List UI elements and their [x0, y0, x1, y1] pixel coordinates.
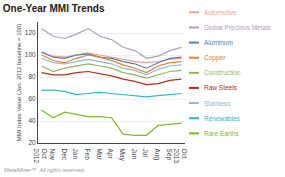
svg-text:Apr: Apr — [106, 149, 114, 160]
svg-text:Mar: Mar — [96, 149, 103, 161]
svg-text:Dec: Dec — [61, 149, 68, 161]
svg-text:20: 20 — [28, 139, 36, 146]
svg-text:100: 100 — [25, 51, 36, 58]
svg-text:Stainless: Stainless — [204, 100, 231, 107]
svg-text:Construction: Construction — [204, 69, 241, 76]
svg-text:Rare Earths: Rare Earths — [204, 130, 239, 137]
svg-text:Copper: Copper — [204, 54, 226, 62]
svg-text:Aug: Aug — [153, 149, 161, 161]
svg-text:Feb: Feb — [84, 149, 91, 161]
svg-text:Automotive: Automotive — [204, 9, 237, 16]
svg-text:Nov: Nov — [49, 149, 56, 161]
svg-text:Oct2012: Oct2012 — [33, 149, 48, 164]
svg-text:May: May — [118, 149, 126, 162]
svg-text:Jul: Jul — [142, 149, 149, 158]
svg-text:MMI Index Value (Jan. 2012 bas: MMI Index Value (Jan. 2012 baseline = 10… — [16, 24, 22, 141]
svg-text:Global Precious Metals: Global Precious Metals — [204, 24, 272, 31]
svg-text:Jan: Jan — [72, 149, 79, 160]
svg-text:60: 60 — [28, 95, 36, 102]
svg-text:40: 40 — [28, 117, 36, 124]
svg-text:MetalMiner™. All rights reserv: MetalMiner™. All rights reserved. — [4, 167, 85, 173]
svg-text:Oct2013: Oct2013 — [173, 149, 188, 164]
svg-text:Jun: Jun — [131, 149, 138, 160]
svg-text:Raw Steels: Raw Steels — [204, 84, 238, 91]
svg-text:120: 120 — [25, 29, 36, 36]
svg-text:Renewables: Renewables — [204, 115, 241, 122]
svg-text:80: 80 — [28, 73, 36, 80]
svg-text:Aluminum: Aluminum — [204, 39, 233, 46]
svg-text:Sep: Sep — [165, 149, 173, 161]
svg-text:One-Year MMI Trends: One-Year MMI Trends — [3, 3, 105, 14]
